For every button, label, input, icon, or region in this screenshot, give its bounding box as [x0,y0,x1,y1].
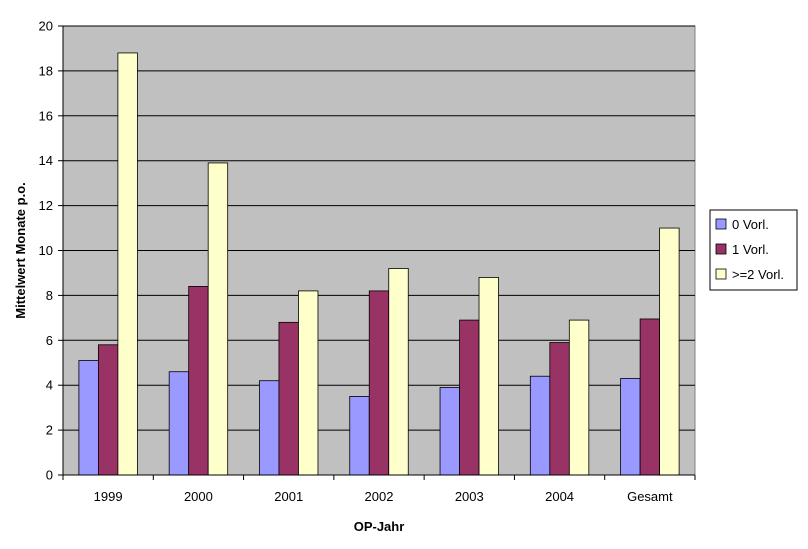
bar--2-vorl--gesamt [659,227,680,476]
bar-0-vorl--2003 [439,387,460,476]
bar-1-vorl--1999 [97,344,119,476]
bar-0-vorl--gesamt [620,378,641,476]
bar--2-vorl--2002 [388,268,409,476]
legend-label: 0 Vorl. [732,217,769,232]
y-tick-label: 8 [46,288,53,303]
bar-1-vorl--2000 [188,286,209,476]
bar--2-vorl--2003 [478,277,499,476]
y-tick-label: 18 [39,63,53,78]
x-tick-label: 2001 [274,489,303,504]
y-tick-label: 14 [39,153,53,168]
legend-swatch [715,218,727,230]
bar-0-vorl--2004 [529,375,551,476]
bar-0-vorl--1999 [78,360,99,476]
bar-0-vorl--2002 [349,396,370,476]
y-tick-label: 2 [46,423,53,438]
legend-swatch [715,243,727,255]
bar-1-vorl--2004 [549,342,570,476]
x-tick-label: Gesamt [627,489,673,504]
y-tick-label: 16 [39,108,53,123]
bars [78,52,680,476]
bar-1-vorl--gesamt [639,318,661,476]
y-tick-label: 6 [46,333,53,348]
y-tick-label: 12 [39,198,53,213]
y-axis-title: Mittelwert Monate p.o. [13,182,28,319]
bar-1-vorl--2003 [459,319,480,476]
x-tick-label: 2004 [545,489,574,504]
x-tick-label: 2000 [184,489,213,504]
gridlines [63,25,695,431]
bar--2-vorl--2004 [568,319,590,476]
y-tick-label: 20 [39,19,53,34]
y-tick-label: 0 [46,468,53,483]
y-tick-label: 10 [39,243,53,258]
bar-0-vorl--2000 [168,371,190,476]
bar-1-vorl--2001 [278,321,299,476]
legend-swatch [715,268,727,280]
x-tick-label: 1999 [94,489,123,504]
bar-0-vorl--2001 [259,380,280,476]
axes [58,25,696,480]
bar-1-vorl--2002 [368,290,390,476]
bar--2-vorl--2000 [207,162,229,476]
x-axis-title: OP-Jahr [354,519,405,534]
y-tick-label: 4 [46,378,53,393]
bar--2-vorl--2001 [298,290,319,476]
y-tick-labels: 0 2 4 6 8 10 12 14 16 18 20 [39,19,53,483]
legend: 0 Vorl. 1 Vorl. >=2 Vorl. [709,209,798,291]
x-tick-labels: 1999 2000 2001 2002 2003 2004 Gesamt [94,489,673,504]
legend-label: >=2 Vorl. [732,267,784,282]
x-tick-label: 2003 [455,489,484,504]
bar--2-vorl--1999 [117,52,138,476]
legend-label: 1 Vorl. [732,242,769,257]
x-tick-label: 2002 [365,489,394,504]
